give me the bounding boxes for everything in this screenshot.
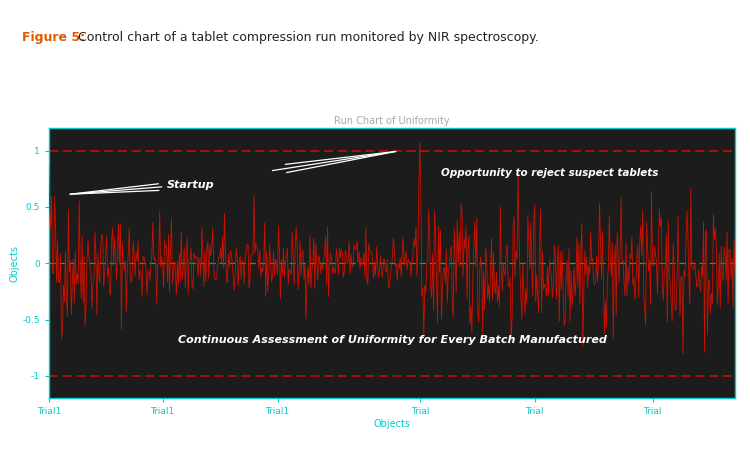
Text: Continuous Assessment of Uniformity for Every Batch Manufactured: Continuous Assessment of Uniformity for … — [178, 335, 607, 345]
Text: Control chart of a tablet compression run monitored by NIR spectroscopy.: Control chart of a tablet compression ru… — [74, 32, 538, 45]
Y-axis label: Objects: Objects — [9, 245, 20, 282]
Title: Run Chart of Uniformity: Run Chart of Uniformity — [334, 116, 450, 126]
Text: Opportunity to reject suspect tablets: Opportunity to reject suspect tablets — [442, 168, 658, 178]
X-axis label: Objects: Objects — [374, 419, 410, 429]
Text: Figure 5:: Figure 5: — [22, 32, 86, 45]
Text: Startup: Startup — [70, 180, 215, 194]
